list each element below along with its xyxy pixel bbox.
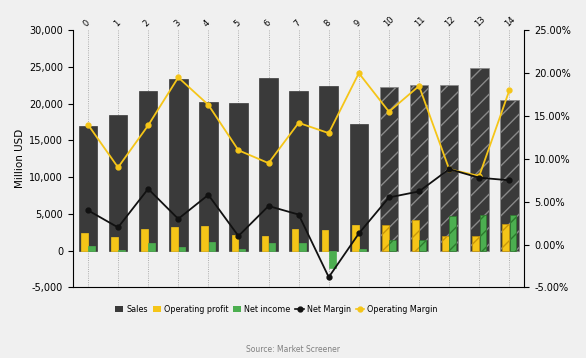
Legend: Sales, Operating profit, Net income, Net Margin, Operating Margin: Sales, Operating profit, Net income, Net… (112, 302, 441, 317)
Bar (111, 237, 118, 251)
Bar (261, 236, 268, 251)
Bar (269, 243, 275, 251)
Bar (510, 215, 516, 251)
Bar (299, 243, 305, 251)
Bar (479, 216, 486, 251)
Bar (199, 102, 217, 251)
Bar (352, 225, 359, 251)
Bar (382, 225, 389, 251)
Bar (322, 230, 328, 251)
Bar (349, 124, 368, 251)
Bar (329, 251, 336, 268)
Bar (359, 249, 366, 251)
Bar (319, 86, 338, 251)
Bar (500, 100, 519, 251)
Bar (209, 242, 215, 251)
Bar (239, 249, 246, 251)
Bar (259, 78, 278, 251)
Bar (440, 84, 458, 251)
Bar (81, 233, 88, 251)
Bar (88, 246, 95, 251)
Bar (502, 223, 509, 251)
Bar (109, 115, 127, 251)
Bar (410, 84, 428, 251)
Bar (412, 220, 419, 251)
Bar (292, 229, 298, 251)
Bar (179, 247, 185, 251)
Bar (442, 236, 449, 251)
Bar (420, 241, 426, 251)
Bar (231, 234, 238, 251)
Bar (229, 103, 248, 251)
Bar (139, 91, 158, 251)
Bar (202, 227, 208, 251)
Bar (148, 243, 155, 251)
Bar (380, 87, 398, 251)
Bar (449, 216, 456, 251)
Bar (169, 79, 188, 251)
Bar (389, 241, 396, 251)
Bar (470, 68, 489, 251)
Bar (79, 126, 97, 251)
Bar (141, 229, 148, 251)
Bar (118, 250, 125, 251)
Bar (472, 236, 479, 251)
Bar (171, 227, 178, 251)
Y-axis label: Million USD: Million USD (15, 129, 25, 188)
Text: Source: Market Screener: Source: Market Screener (246, 345, 340, 354)
Bar (289, 91, 308, 251)
